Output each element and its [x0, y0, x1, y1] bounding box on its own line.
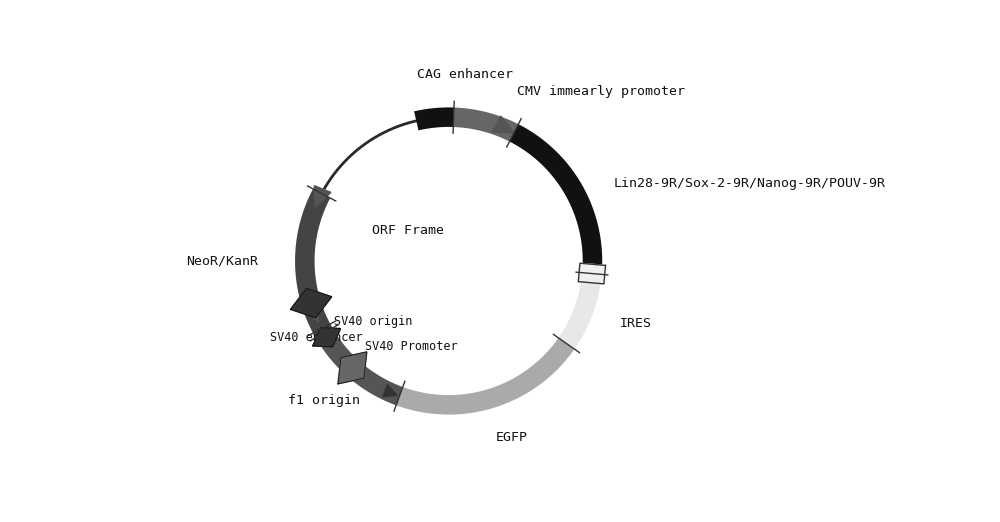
Polygon shape — [558, 272, 602, 349]
Polygon shape — [396, 338, 574, 414]
Polygon shape — [314, 186, 331, 207]
Polygon shape — [313, 328, 341, 347]
Polygon shape — [295, 189, 333, 338]
Text: NeoR/KanR: NeoR/KanR — [187, 255, 259, 267]
Text: EGFP: EGFP — [496, 431, 528, 444]
Polygon shape — [383, 385, 397, 397]
Polygon shape — [509, 124, 602, 275]
Text: Lin28-9R/Sox-2-9R/Nanog-9R/POUV-9R: Lin28-9R/Sox-2-9R/Nanog-9R/POUV-9R — [614, 177, 886, 191]
Polygon shape — [492, 116, 514, 133]
Polygon shape — [302, 300, 318, 322]
Polygon shape — [414, 108, 454, 130]
Text: IRES: IRES — [620, 317, 652, 330]
Text: ORF Frame: ORF Frame — [372, 224, 444, 236]
Text: SV40 origin: SV40 origin — [334, 315, 413, 328]
Text: CMV immearly promoter: CMV immearly promoter — [517, 86, 685, 99]
Text: f1 origin: f1 origin — [288, 394, 360, 407]
Text: CAG enhancer: CAG enhancer — [417, 68, 513, 81]
Text: SV40 Promoter: SV40 Promoter — [365, 340, 458, 353]
Polygon shape — [313, 324, 403, 405]
Polygon shape — [290, 288, 332, 318]
Polygon shape — [453, 108, 518, 141]
Text: SV40 enhancer: SV40 enhancer — [270, 331, 363, 345]
Polygon shape — [578, 263, 606, 284]
Polygon shape — [338, 352, 367, 384]
